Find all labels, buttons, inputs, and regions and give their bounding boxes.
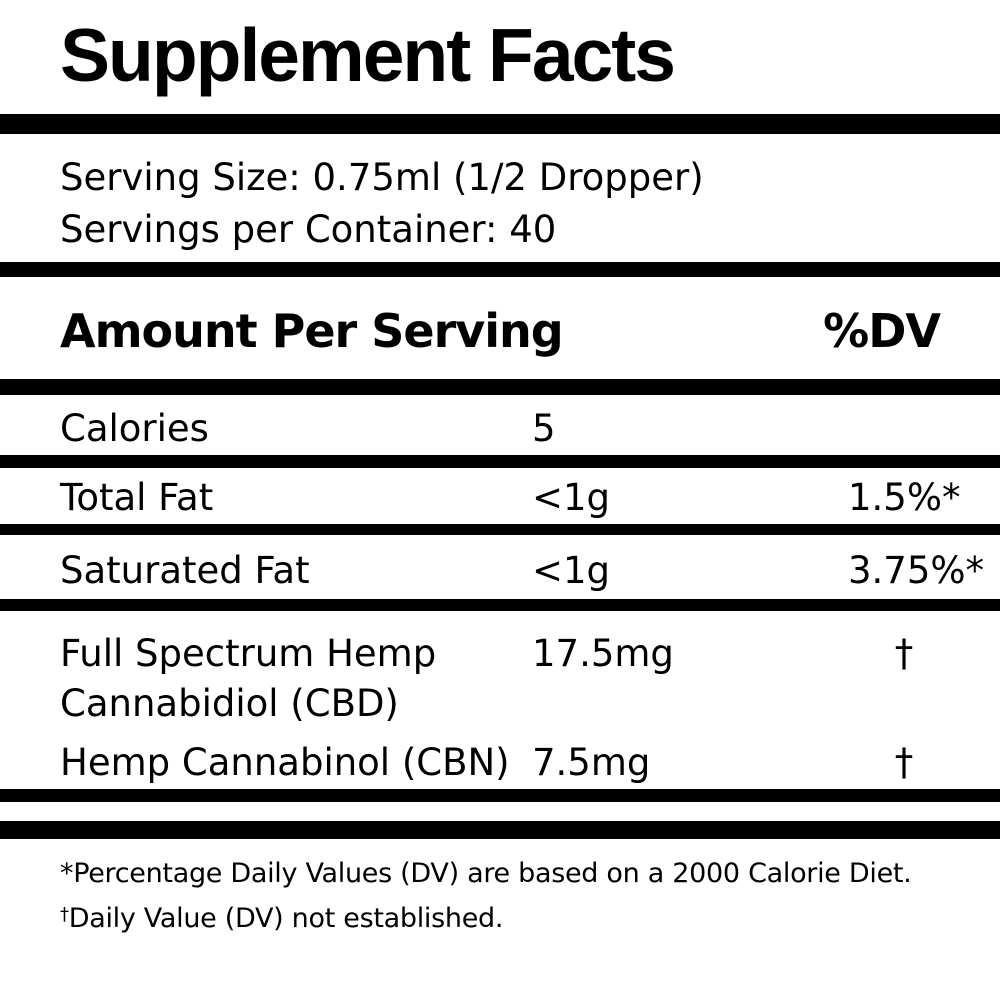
servings-per-container-line: Servings per Container: 40 [60, 208, 557, 251]
nutrient-dv-dagger: † [894, 741, 914, 784]
footnote-dv-text: Daily Value (DV) not established. [68, 903, 504, 934]
page-title: Supplement Facts [60, 13, 676, 97]
nutrient-amount: 7.5mg [532, 741, 651, 784]
serving-info: Serving Size: 0.75ml (1/2 Dropper) Servi… [0, 134, 1000, 262]
divider-bar-below-header [0, 379, 1000, 395]
dagger-symbol: † [60, 904, 69, 925]
table-row: Full Spectrum Hemp Cannabidiol (CBD) 17.… [0, 611, 1000, 729]
footnotes: *Percentage Daily Values (DV) are based … [0, 839, 1000, 944]
table-row: Hemp Cannabinol (CBN) 7.5mg † [0, 729, 1000, 789]
divider-bar [0, 789, 1000, 802]
divider-bar [0, 455, 1000, 468]
nutrient-amount: 5 [532, 407, 556, 450]
footnote-daily-values: *Percentage Daily Values (DV) are based … [60, 858, 912, 889]
nutrient-amount: 17.5mg [532, 632, 674, 675]
divider-bar-below-title [0, 114, 1000, 134]
divider-bar [0, 599, 1000, 611]
table-row: Total Fat <1g 1.5%* [0, 468, 1000, 524]
nutrient-name: Saturated Fat [60, 549, 310, 592]
table-header-row: Amount Per Serving %DV [0, 277, 1000, 379]
divider-bar-below-serving-info [0, 262, 1000, 277]
nutrient-amount: <1g [532, 549, 611, 592]
nutrient-name: Full Spectrum Hemp Cannabidiol (CBD) [60, 632, 437, 725]
nutrient-dv: 1.5%* [848, 476, 961, 519]
nutrient-dv: 3.75%* [848, 549, 985, 592]
footnote-dv-not-established: †Daily Value (DV) not established. [60, 896, 980, 944]
nutrient-amount: <1g [532, 476, 611, 519]
percent-dv-header: %DV [823, 304, 941, 358]
table-row: Saturated Fat <1g 3.75%* [0, 535, 1000, 599]
divider-bar [0, 524, 1000, 535]
amount-per-serving-header: Amount Per Serving [60, 304, 564, 358]
nutrient-dv-dagger: † [894, 632, 914, 675]
nutrient-name: Total Fat [60, 476, 214, 519]
nutrient-name: Calories [60, 407, 209, 450]
table-row: Calories 5 [0, 395, 1000, 455]
serving-size-line: Serving Size: 0.75ml (1/2 Dropper) [60, 156, 704, 199]
divider-bar-double [0, 821, 1000, 839]
nutrient-name: Hemp Cannabinol (CBN) [60, 741, 510, 784]
